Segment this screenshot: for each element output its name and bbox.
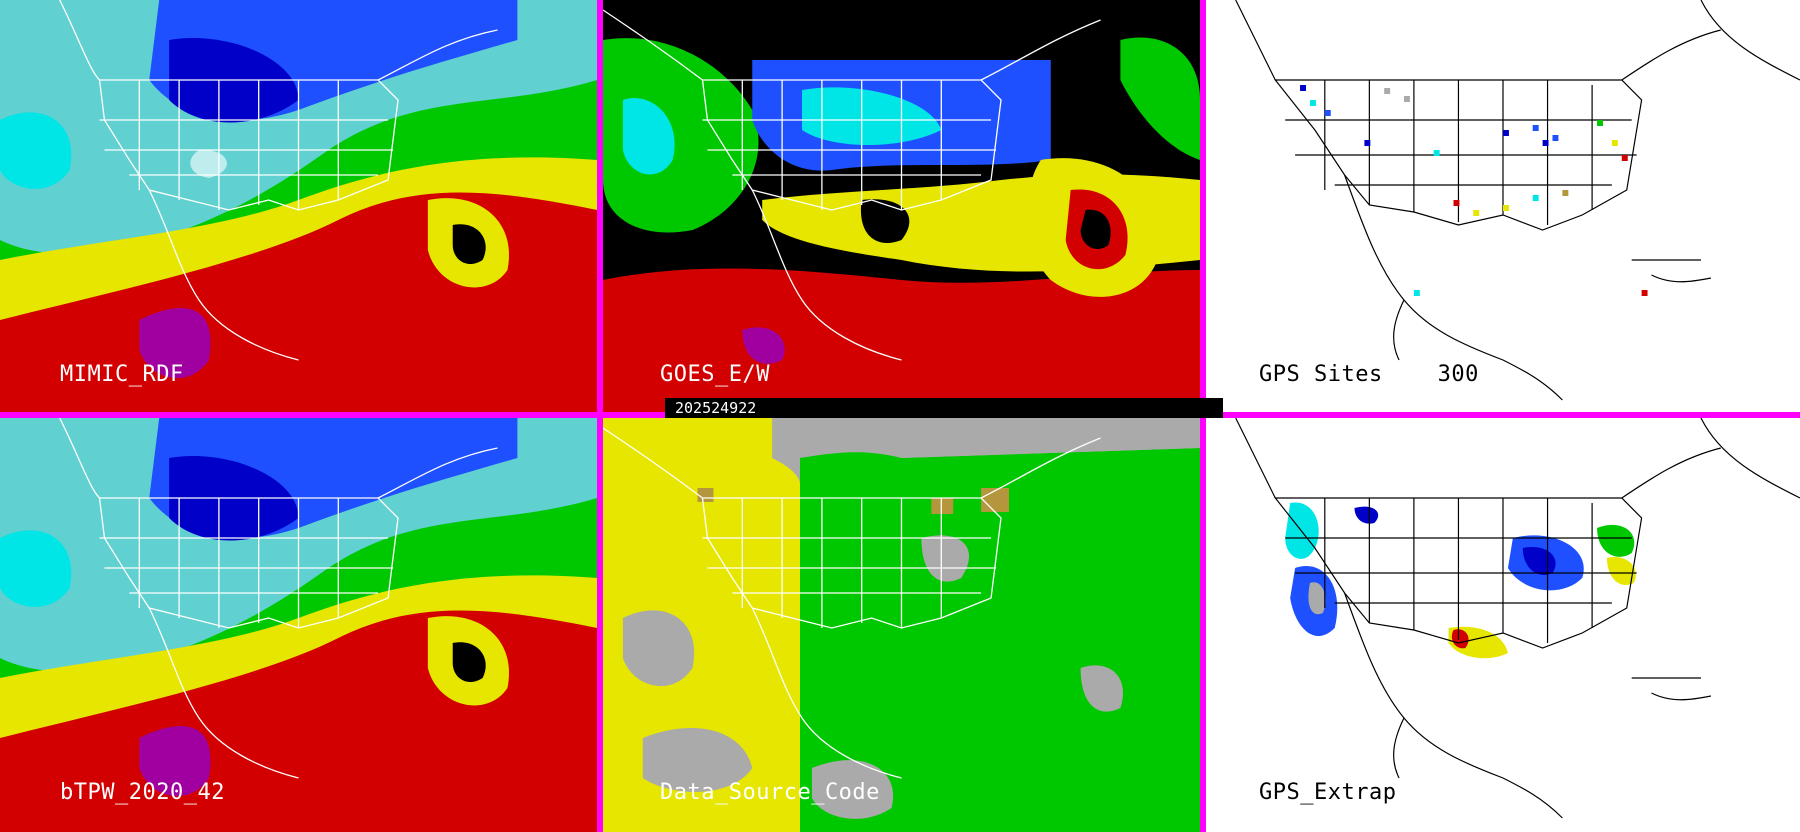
panel-label-data-source-code: Data_Source_Code	[660, 780, 880, 805]
panel-mimic-rdf: MIMIC_RDF	[0, 0, 597, 412]
gps-site-marker-icon	[1300, 85, 1648, 296]
gps-extrap-map	[1206, 418, 1800, 832]
panel-label-gps-extrap: GPS_Extrap	[1259, 780, 1397, 805]
goes-ew-map	[603, 0, 1200, 412]
panel-label-goes-ew: GOES_E/W	[660, 362, 770, 387]
panel-btpw: bTPW_2020_42	[0, 418, 597, 832]
panel-gps-extrap: GPS_Extrap	[1206, 418, 1800, 832]
gps-sites-map	[1206, 0, 1800, 412]
panel-label-gps-sites: GPS Sites 300	[1259, 362, 1479, 387]
panel-label-btpw: bTPW_2020_42	[60, 780, 225, 805]
mimic-rdf-map	[0, 0, 597, 412]
panel-goes-ew: GOES_E/W	[603, 0, 1200, 412]
panel-gps-sites: GPS Sites 300	[1206, 0, 1800, 412]
btpw-map	[0, 418, 597, 832]
panel-data-source-code: Data_Source_Code	[603, 418, 1200, 832]
data-source-code-map	[603, 418, 1200, 832]
timestamp-bar: 202524922	[665, 398, 1223, 418]
panel-label-mimic-rdf: MIMIC_RDF	[60, 362, 184, 387]
